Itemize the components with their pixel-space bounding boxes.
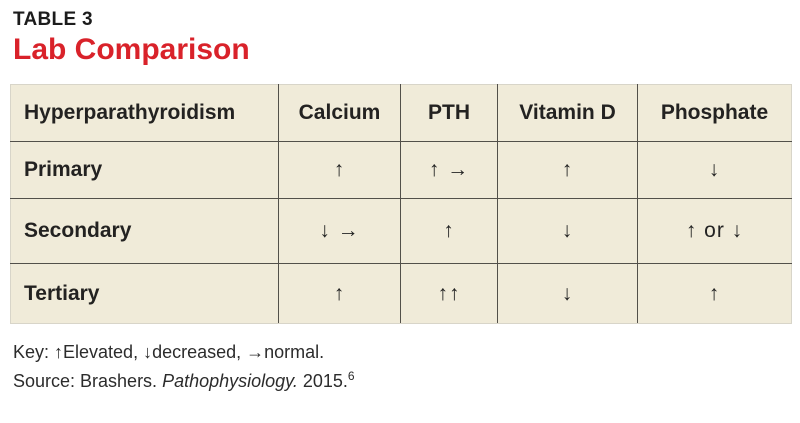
table-row-tertiary: Tertiary ↑ ↑↑ ↓ ↑ — [10, 263, 792, 324]
row-label-secondary: Secondary — [10, 198, 279, 264]
source-reference-superscript: 6 — [347, 369, 355, 383]
page-title: Lab Comparison — [13, 33, 250, 66]
source-prefix: Source: Brashers. — [13, 371, 163, 391]
cell-tertiary-pth: ↑↑ — [400, 263, 498, 324]
row-label-primary: Primary — [10, 141, 279, 199]
lab-comparison-table: Hyperparathyroidism Calcium PTH Vitamin … — [10, 84, 792, 324]
column-header-calcium: Calcium — [278, 84, 401, 142]
cell-primary-calcium: ↑ — [278, 141, 401, 199]
cell-tertiary-calcium: ↑ — [278, 263, 401, 324]
cell-primary-pth: ↑ → — [400, 141, 498, 199]
table-kicker: TABLE 3 — [13, 9, 93, 30]
table-row-secondary: Secondary ↓ → ↑ ↓ ↑ or ↓ — [10, 198, 792, 264]
cell-secondary-phosphate: ↑ or ↓ — [637, 198, 792, 264]
column-header-hyperparathyroidism: Hyperparathyroidism — [10, 84, 279, 142]
column-header-pth: PTH — [400, 84, 498, 142]
cell-primary-phosphate: ↓ — [637, 141, 792, 199]
cell-tertiary-phosphate: ↑ — [637, 263, 792, 324]
table-row-primary: Primary ↑ ↑ → ↑ ↓ — [10, 141, 792, 199]
source-year: 2015. — [297, 371, 348, 391]
legend-key-text: Key: ↑Elevated, ↓decreased, →normal. — [13, 342, 325, 362]
cell-secondary-vitamin-d: ↓ — [497, 198, 638, 264]
cell-secondary-calcium: ↓ → — [278, 198, 401, 264]
cell-secondary-pth: ↑ — [400, 198, 498, 264]
source-book-title: Pathophysiology. — [162, 371, 298, 391]
cell-tertiary-vitamin-d: ↓ — [497, 263, 638, 324]
column-header-phosphate: Phosphate — [637, 84, 792, 142]
source-citation: Source: Brashers. Pathophysiology. 2015.… — [13, 370, 800, 392]
column-header-vitamin-d: Vitamin D — [497, 84, 638, 142]
cell-primary-vitamin-d: ↑ — [497, 141, 638, 199]
row-label-tertiary: Tertiary — [10, 263, 279, 324]
table-header-row: Hyperparathyroidism Calcium PTH Vitamin … — [10, 84, 792, 142]
